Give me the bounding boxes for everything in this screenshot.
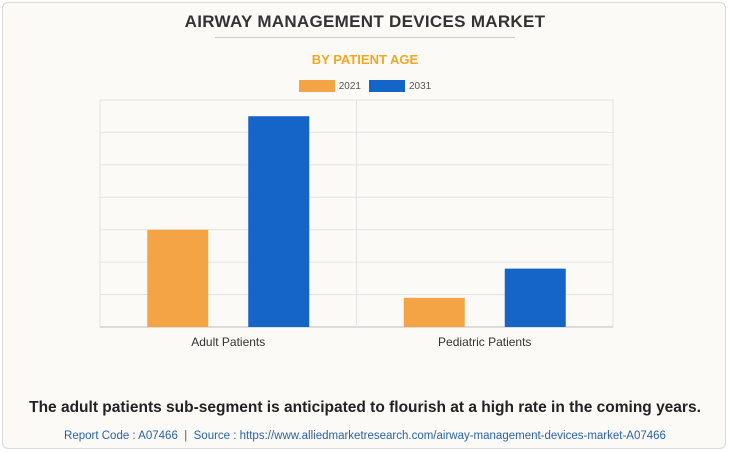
legend-item-2021[interactable]: 2021 [298,80,361,92]
chart-frame [2,2,726,449]
legend-label-2021: 2021 [338,80,361,92]
x-tick-label: Adult Patients [191,335,265,349]
bar-2021-adult-patients[interactable] [147,229,209,327]
title-divider [215,37,515,38]
report-code: Report Code : A07466 [64,430,178,442]
source-footer: Report Code : A07466 | Source : https://… [0,430,730,442]
source-link[interactable]: Source : https://www.alliedmarketresearc… [193,430,666,442]
chart-title: AIRWAY MANAGEMENT DEVICES MARKET [184,12,546,31]
legend: 2021 2031 [0,80,730,92]
x-tick-label: Pediatric Patients [438,335,531,349]
bar-2031-adult-patients[interactable] [248,116,310,327]
bar-2021-pediatric-patients[interactable] [403,297,465,327]
chart-subtitle: BY PATIENT AGE [311,52,419,67]
legend-item-2031[interactable]: 2031 [369,80,431,92]
legend-swatch-2031 [369,80,405,92]
footer-separator: | [184,430,188,442]
bar-2031-pediatric-patients[interactable] [504,268,566,327]
legend-swatch-2021 [298,80,335,92]
chart-caption: The adult patients sub-segment is antici… [29,399,701,416]
legend-label-2031: 2031 [409,80,432,92]
